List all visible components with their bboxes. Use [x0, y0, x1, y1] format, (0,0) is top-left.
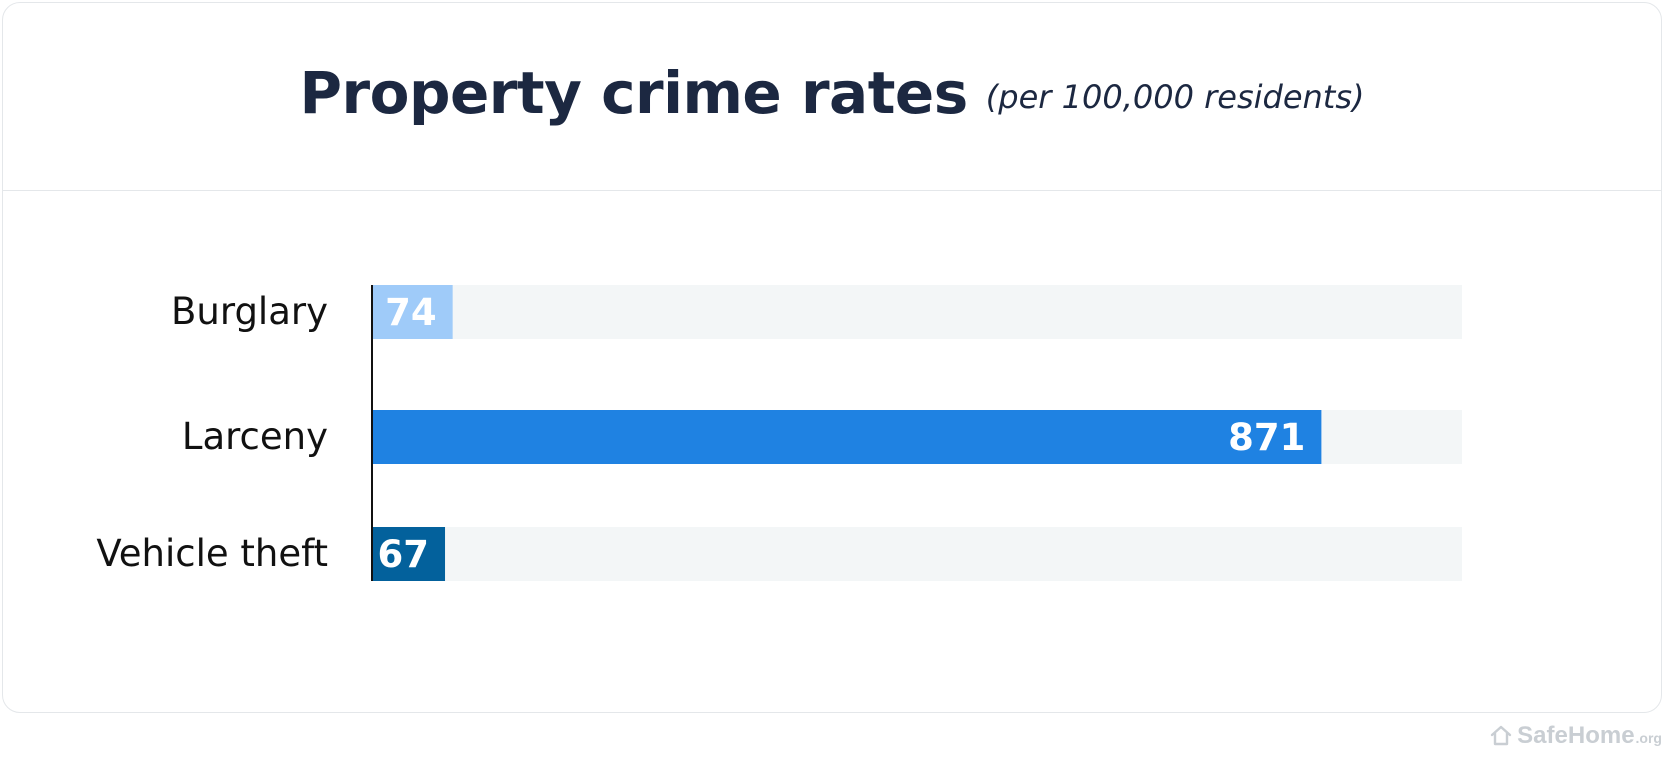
chart-title: Property crime rates: [299, 58, 968, 127]
watermark-tld: .org: [1635, 730, 1662, 746]
value-label-vehicle-theft: 67: [378, 533, 430, 576]
bar-burglary: [372, 285, 453, 339]
bar-track-vehicle-theft: [372, 527, 1462, 581]
category-label-burglary: Burglary: [171, 290, 328, 333]
chart-header: Property crime rates (per 100,000 reside…: [3, 3, 1661, 191]
bar-chart: Burglary 74 Larceny 871 Vehicle theft 67: [96, 285, 1462, 581]
chart-subtitle: (per 100,000 residents): [985, 77, 1365, 116]
bar-track-burglary: [372, 285, 1462, 339]
value-label-larceny: 871: [1228, 416, 1305, 459]
house-icon: [1490, 725, 1512, 746]
value-label-burglary: 74: [385, 291, 437, 334]
category-label-vehicle-theft: Vehicle theft: [96, 532, 328, 575]
bar-larceny: [372, 410, 1322, 464]
bar-vehicle-theft: [372, 527, 446, 581]
category-label-larceny: Larceny: [182, 415, 328, 458]
chart-card: Property crime rates (per 100,000 reside…: [2, 2, 1662, 713]
watermark-name: SafeHome: [1517, 722, 1635, 749]
watermark: SafeHome .org: [1489, 721, 1662, 750]
